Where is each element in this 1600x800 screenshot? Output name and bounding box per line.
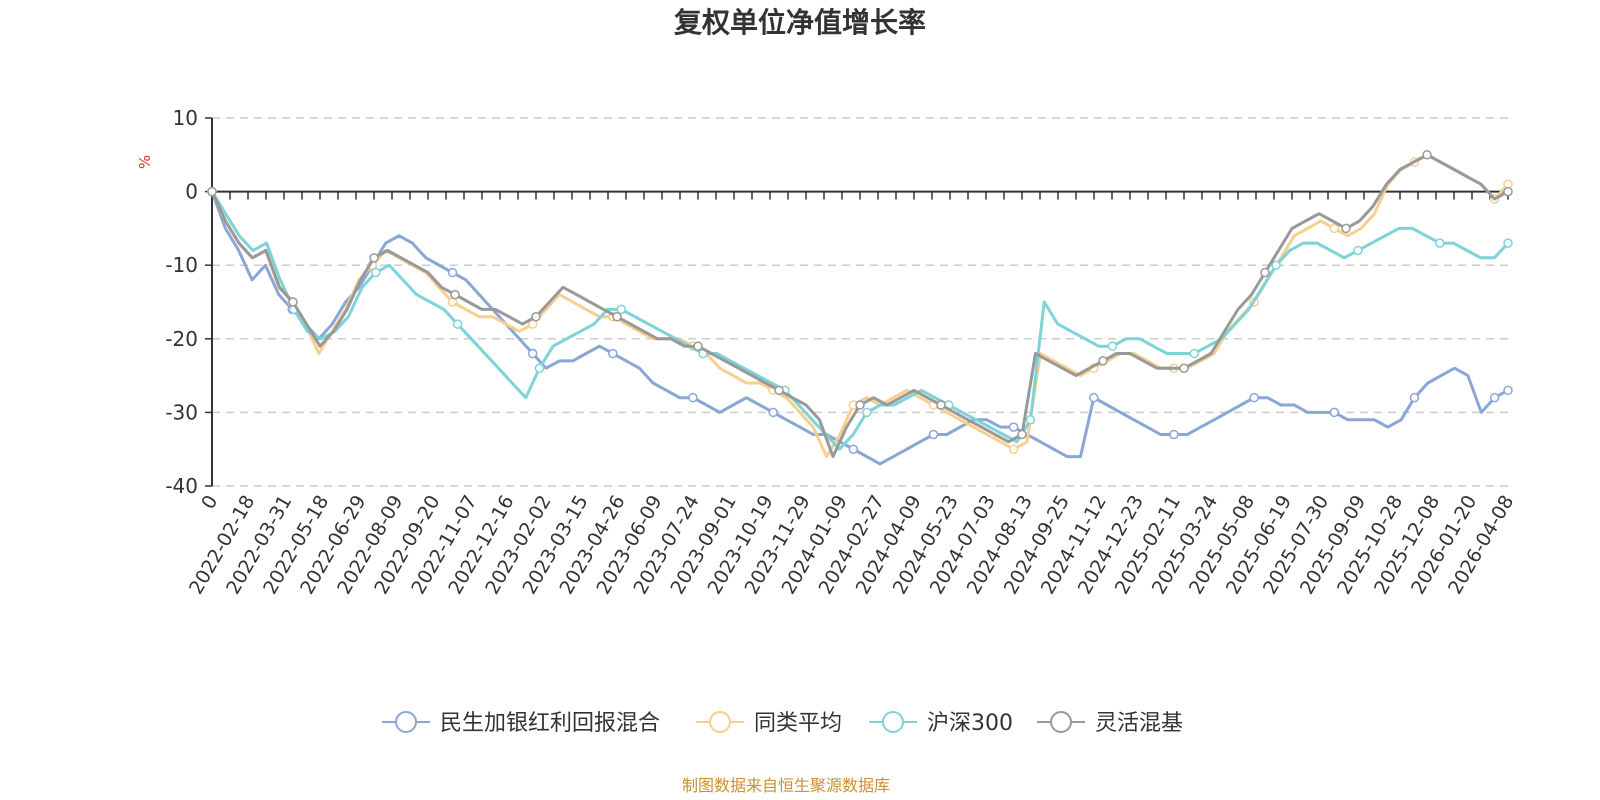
y-axis-unit-label: % — [136, 155, 154, 169]
series-point — [693, 341, 703, 351]
series-point — [452, 319, 463, 329]
series-point — [936, 400, 946, 410]
y-tick-label: -30 — [165, 400, 198, 424]
legend-marker — [882, 711, 904, 733]
series-point — [1271, 260, 1281, 270]
series-point — [1089, 392, 1099, 403]
series-point — [1189, 348, 1199, 359]
legend-marker — [395, 711, 417, 733]
series-point — [1353, 245, 1363, 256]
series-point — [1107, 341, 1118, 351]
series-point — [1008, 444, 1019, 454]
legend-marker — [1050, 711, 1072, 733]
series-point — [1329, 407, 1340, 418]
series-point — [616, 304, 627, 315]
series-point — [1008, 422, 1019, 432]
legend[interactable]: 民生加银红利回报混合 同类平均 沪深300 灵活混基 — [382, 711, 1183, 736]
chart-title: 复权单位净值增长率 — [674, 6, 926, 39]
y-axis-ticks: -40 -30 -20 -10 0 10 — [165, 106, 212, 498]
legend-item-0[interactable]: 民生加银红利回报混合 — [382, 711, 660, 736]
series-point — [450, 289, 460, 300]
series-point — [1017, 429, 1027, 440]
y-tick-label: -40 — [165, 474, 198, 498]
series-point — [1435, 238, 1445, 248]
legend-label: 沪深300 — [927, 711, 1013, 736]
data-source-note: 制图数据来自恒生聚源数据库 — [682, 776, 890, 795]
series-point — [531, 311, 541, 322]
series-point — [1249, 392, 1259, 403]
legend-label: 民生加银红利回报混合 — [440, 711, 660, 736]
legend-label: 灵活混基 — [1095, 711, 1183, 736]
legend-item-2[interactable]: 沪深300 — [869, 711, 1013, 736]
series-point — [1025, 415, 1036, 425]
series-lines — [207, 150, 1513, 466]
series-point — [688, 392, 698, 403]
series-2 — [207, 186, 1513, 451]
series-point — [612, 311, 622, 322]
series-point — [848, 444, 859, 454]
series-point — [1409, 392, 1420, 403]
series-point — [447, 267, 458, 278]
series-point — [527, 348, 538, 359]
series-point — [1503, 385, 1513, 396]
series-point — [928, 429, 939, 440]
x-tick-label: 0 — [197, 492, 222, 513]
series-point — [1341, 223, 1351, 234]
series-point — [534, 363, 545, 373]
series-point — [1329, 223, 1340, 234]
series-point — [1098, 356, 1108, 366]
series-point — [288, 297, 298, 307]
axes — [211, 118, 1508, 486]
series-point — [207, 186, 217, 197]
legend-item-3[interactable]: 灵活混基 — [1037, 711, 1183, 736]
series-point — [1503, 186, 1513, 197]
y-tick-label: 0 — [185, 180, 198, 204]
y-tick-label: -20 — [165, 327, 198, 351]
series-point — [1422, 150, 1432, 160]
series-line — [210, 190, 1510, 451]
series-point — [1260, 267, 1270, 278]
series-point — [774, 385, 784, 396]
y-tick-label: -10 — [165, 253, 198, 277]
y-tick-label: 10 — [173, 106, 198, 130]
series-line — [210, 191, 1509, 466]
series-point — [855, 400, 865, 410]
legend-item-1[interactable]: 同类平均 — [696, 711, 842, 736]
series-point — [608, 348, 618, 359]
series-point — [768, 407, 778, 418]
legend-label: 同类平均 — [754, 711, 842, 736]
series-point — [862, 407, 872, 418]
series-point — [1169, 429, 1179, 440]
series-point — [370, 267, 381, 278]
series-point — [1489, 392, 1500, 403]
series-point — [1503, 238, 1513, 248]
legend-marker — [709, 711, 731, 733]
series-point — [1179, 363, 1189, 373]
series-3 — [207, 150, 1513, 459]
grid-lines — [212, 117, 1508, 487]
series-point — [369, 253, 379, 263]
